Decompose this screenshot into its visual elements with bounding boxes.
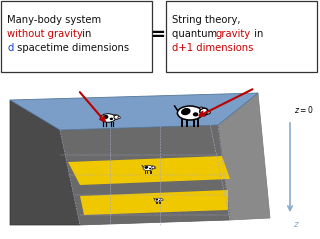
- Ellipse shape: [155, 198, 161, 202]
- Ellipse shape: [162, 199, 164, 200]
- Text: =: =: [150, 26, 165, 44]
- Ellipse shape: [206, 111, 210, 114]
- Text: d: d: [7, 43, 13, 53]
- Ellipse shape: [161, 198, 162, 199]
- Ellipse shape: [159, 200, 160, 201]
- Polygon shape: [218, 93, 270, 220]
- Text: d+1 dimensions: d+1 dimensions: [172, 43, 253, 53]
- Text: without gravity: without gravity: [7, 29, 83, 39]
- FancyBboxPatch shape: [165, 0, 316, 71]
- Polygon shape: [80, 190, 228, 215]
- Ellipse shape: [181, 108, 191, 115]
- Ellipse shape: [143, 165, 153, 171]
- Ellipse shape: [177, 106, 203, 120]
- Ellipse shape: [156, 199, 158, 201]
- Ellipse shape: [100, 114, 116, 122]
- Text: in: in: [251, 29, 263, 39]
- Text: $z = 0$: $z = 0$: [294, 104, 314, 115]
- Ellipse shape: [199, 107, 203, 109]
- Ellipse shape: [152, 166, 153, 167]
- Text: String theory,: String theory,: [172, 15, 241, 25]
- Text: quantum: quantum: [172, 29, 220, 39]
- Polygon shape: [10, 93, 258, 130]
- Ellipse shape: [114, 114, 116, 116]
- Ellipse shape: [118, 117, 120, 119]
- Ellipse shape: [193, 112, 198, 116]
- Ellipse shape: [114, 115, 119, 119]
- Ellipse shape: [149, 168, 151, 169]
- Text: spacetime dimensions: spacetime dimensions: [14, 43, 129, 53]
- Polygon shape: [10, 100, 80, 225]
- Ellipse shape: [152, 166, 155, 169]
- Polygon shape: [68, 156, 230, 185]
- Polygon shape: [60, 125, 230, 225]
- Text: gravity: gravity: [215, 29, 250, 39]
- Ellipse shape: [102, 115, 108, 119]
- FancyBboxPatch shape: [1, 0, 151, 71]
- Text: $z$: $z$: [293, 220, 300, 229]
- Ellipse shape: [161, 199, 163, 201]
- Text: Many-body system: Many-body system: [7, 15, 101, 25]
- Ellipse shape: [154, 167, 156, 168]
- Ellipse shape: [144, 166, 148, 169]
- Ellipse shape: [200, 108, 208, 115]
- Ellipse shape: [110, 118, 113, 120]
- Text: in: in: [79, 29, 92, 39]
